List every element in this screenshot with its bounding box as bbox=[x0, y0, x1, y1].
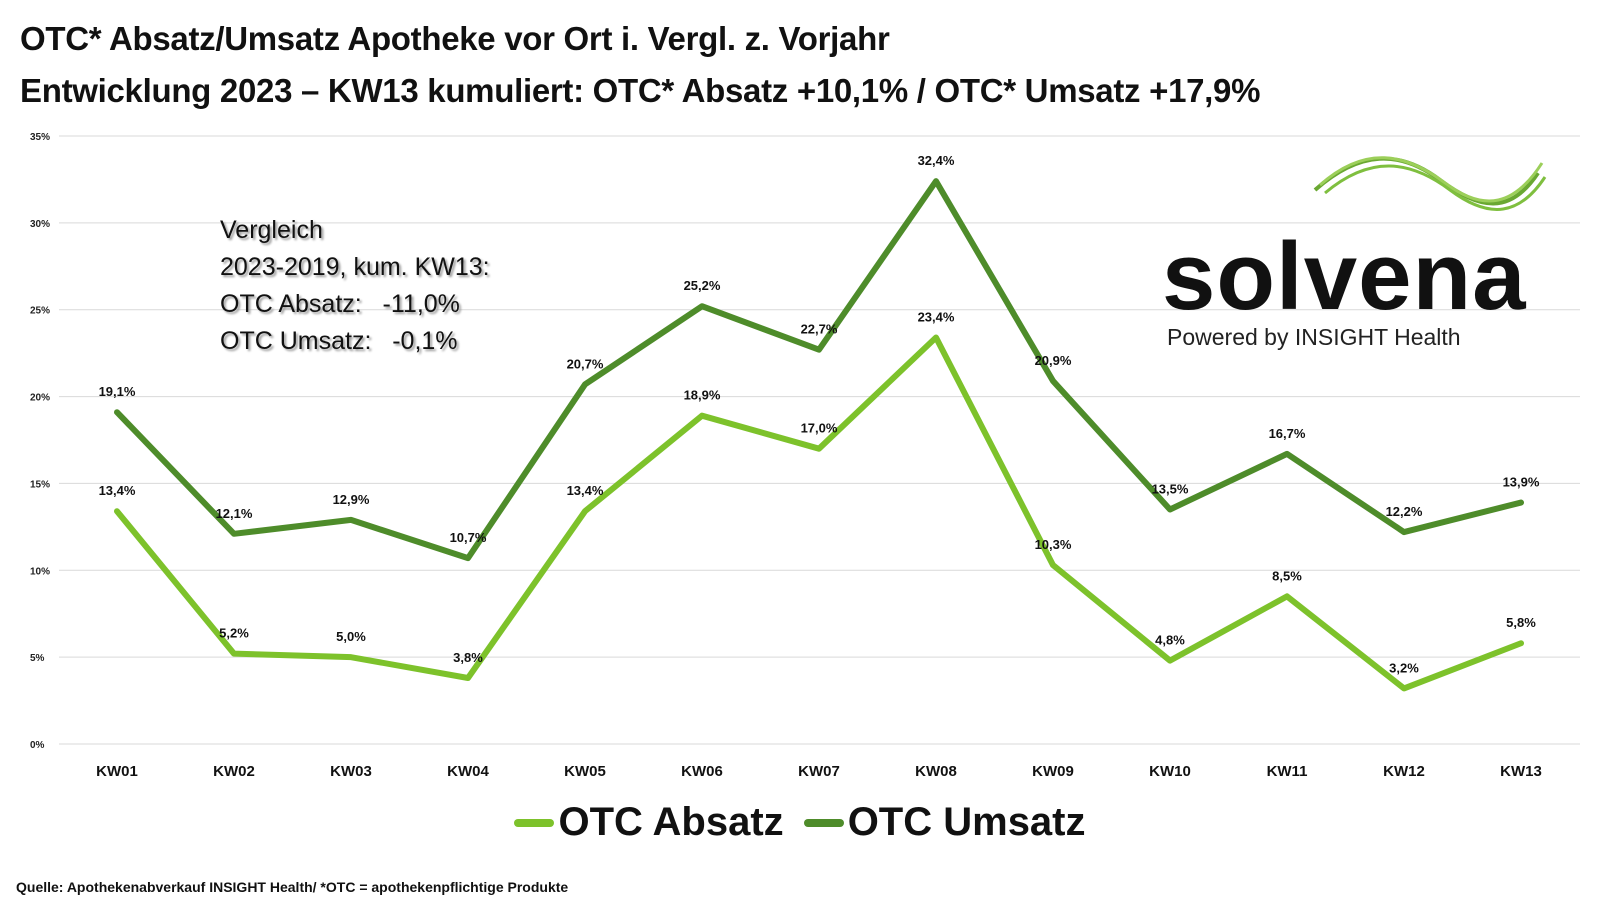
data-label: 12,2% bbox=[1386, 504, 1423, 519]
chart-legend: OTC Absatz OTC Umsatz bbox=[0, 800, 1600, 845]
x-tick-label: KW04 bbox=[447, 763, 489, 780]
data-label: 13,5% bbox=[1152, 481, 1189, 496]
data-label: 25,2% bbox=[684, 278, 721, 293]
data-label: 23,4% bbox=[918, 310, 955, 325]
data-label: 13,4% bbox=[567, 483, 604, 498]
data-point bbox=[701, 305, 703, 308]
legend-label: OTC Absatz bbox=[558, 800, 784, 844]
logo-solvena: solvena bbox=[1162, 223, 1527, 330]
x-tick-label: KW08 bbox=[915, 763, 957, 780]
data-label: 13,9% bbox=[1503, 475, 1540, 490]
source-note: Quelle: Apothekenabverkauf INSIGHT Healt… bbox=[16, 879, 569, 895]
annotation-line: 2023-2019, kum. KW13: bbox=[220, 253, 490, 281]
y-tick-label: 10% bbox=[30, 566, 50, 577]
data-point bbox=[233, 652, 235, 655]
data-label: 17,0% bbox=[801, 421, 838, 436]
data-label: 16,7% bbox=[1269, 426, 1306, 441]
data-point bbox=[1169, 659, 1171, 662]
data-point bbox=[1520, 501, 1522, 504]
legend-swatch bbox=[803, 818, 844, 827]
data-point bbox=[467, 557, 469, 560]
data-label: 5,0% bbox=[336, 629, 366, 644]
annotation-line: OTC Absatz: -11,0% bbox=[220, 290, 460, 318]
y-tick-label: 0% bbox=[30, 740, 45, 751]
data-point bbox=[1286, 595, 1288, 598]
data-label: 20,7% bbox=[567, 356, 604, 371]
data-label: 10,7% bbox=[450, 530, 487, 545]
data-label: 12,1% bbox=[216, 506, 253, 521]
data-point bbox=[1286, 452, 1288, 455]
data-point bbox=[935, 336, 937, 339]
y-tick-label: 15% bbox=[30, 479, 50, 490]
data-point bbox=[350, 518, 352, 521]
x-tick-label: KW12 bbox=[1383, 763, 1425, 780]
chart-title: OTC* Absatz/Umsatz Apotheke vor Ort i. V… bbox=[20, 20, 890, 57]
x-tick-label: KW13 bbox=[1500, 763, 1542, 780]
data-point bbox=[1169, 508, 1171, 511]
data-point bbox=[1403, 531, 1405, 534]
data-label: 18,9% bbox=[684, 388, 721, 403]
data-point bbox=[1052, 379, 1054, 382]
x-tick-label: KW09 bbox=[1032, 763, 1074, 780]
data-point bbox=[116, 510, 118, 513]
data-point bbox=[818, 447, 820, 450]
data-point bbox=[1520, 642, 1522, 645]
y-tick-label: 20% bbox=[30, 393, 50, 404]
data-label: 3,8% bbox=[453, 650, 483, 665]
data-label: 12,9% bbox=[333, 492, 370, 507]
comparison-annotation: Vergleich 2023-2019, kum. KW13: OTC Absatz… bbox=[220, 212, 490, 360]
series-line-absatz bbox=[114, 334, 1524, 692]
data-point bbox=[1052, 564, 1054, 567]
data-label: 8,5% bbox=[1272, 568, 1302, 583]
y-tick-label: 25% bbox=[30, 306, 50, 317]
y-tick-label: 5% bbox=[30, 653, 45, 664]
data-point bbox=[467, 676, 469, 679]
data-label: 10,3% bbox=[1035, 537, 1072, 552]
y-tick-label: 35% bbox=[30, 132, 50, 143]
data-label: 3,2% bbox=[1389, 660, 1419, 675]
chart-subtitle: Entwicklung 2023 – KW13 kumuliert: OTC* … bbox=[20, 72, 1261, 109]
data-label: 19,1% bbox=[99, 384, 136, 399]
data-label: 20,9% bbox=[1035, 353, 1072, 368]
x-tick-label: KW02 bbox=[213, 763, 255, 780]
data-label: 5,2% bbox=[219, 626, 249, 641]
x-tick-label: KW05 bbox=[564, 763, 606, 780]
x-tick-label: KW07 bbox=[798, 763, 840, 780]
legend-swatch bbox=[514, 818, 555, 827]
data-label: 13,4% bbox=[99, 483, 136, 498]
annotation-line: Vergleich bbox=[220, 216, 323, 244]
data-label: 4,8% bbox=[1155, 633, 1185, 648]
legend-label: OTC Umsatz bbox=[847, 800, 1086, 844]
data-label: 5,8% bbox=[1506, 615, 1536, 630]
x-tick-label: KW10 bbox=[1149, 763, 1191, 780]
data-label: 22,7% bbox=[801, 322, 838, 337]
data-point bbox=[818, 348, 820, 351]
data-point bbox=[584, 383, 586, 386]
data-point bbox=[584, 510, 586, 513]
legend-item-umsatz: OTC Umsatz bbox=[803, 800, 1086, 845]
data-point bbox=[350, 656, 352, 659]
annotation-line: OTC Umsatz: -0,1% bbox=[220, 327, 458, 355]
x-tick-label: KW06 bbox=[681, 763, 723, 780]
y-tick-label: 30% bbox=[30, 219, 50, 230]
data-point bbox=[701, 414, 703, 417]
data-point bbox=[935, 180, 937, 183]
x-tick-label: KW11 bbox=[1267, 763, 1308, 780]
data-point bbox=[1403, 687, 1405, 690]
logo-tagline: Powered by INSIGHT Health bbox=[1167, 324, 1461, 350]
logo-wave-icon bbox=[1313, 156, 1547, 211]
x-tick-label: KW03 bbox=[330, 763, 372, 780]
legend-item-absatz: OTC Absatz bbox=[514, 800, 784, 845]
data-point bbox=[116, 411, 118, 414]
data-point bbox=[233, 532, 235, 535]
data-label: 32,4% bbox=[918, 153, 955, 168]
x-tick-label: KW01 bbox=[96, 763, 138, 780]
